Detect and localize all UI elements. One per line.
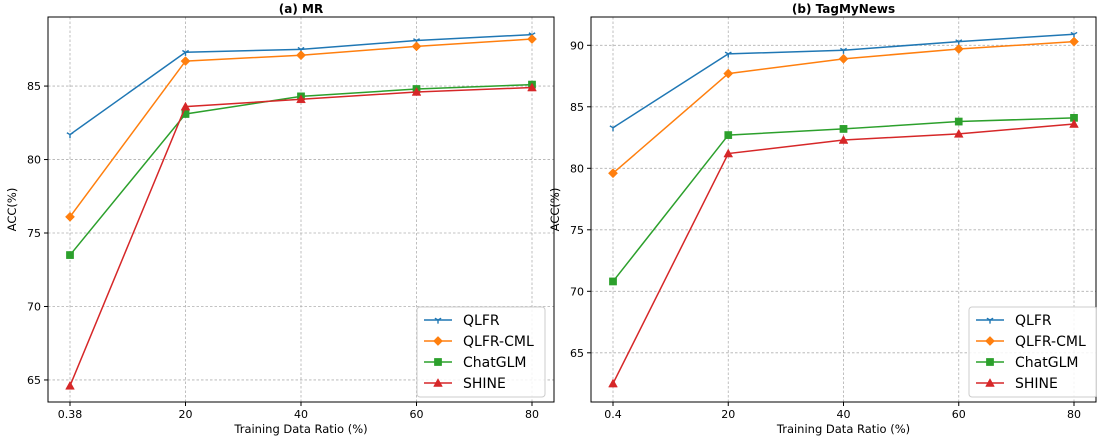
y-tick-label: 75 — [570, 224, 584, 237]
data-point — [724, 51, 732, 58]
x-tick-label: 20 — [721, 408, 735, 421]
data-point — [953, 44, 964, 54]
y-tick-label: 85 — [570, 101, 584, 114]
y-tick-label: 75 — [27, 227, 41, 240]
legend-box — [416, 306, 546, 398]
data-point — [840, 47, 847, 54]
legend-entry: ChatGLM — [976, 355, 1078, 371]
legend-label: SHINE — [463, 376, 506, 392]
legend-entry: SHINE — [424, 376, 506, 392]
x-tick-label: 0.38 — [58, 408, 83, 421]
data-point — [1069, 119, 1079, 128]
x-tick-label: 80 — [525, 408, 539, 421]
x-axis-label: Training Data Ratio (%) — [233, 422, 367, 436]
data-point — [838, 135, 849, 144]
legend-marker — [434, 358, 442, 366]
y-tick-label: 90 — [570, 39, 584, 52]
data-point — [296, 94, 306, 104]
y-axis-label: ACC(%) — [5, 188, 19, 232]
data-point — [609, 277, 617, 286]
series-qlfr-cml — [608, 36, 1079, 179]
y-tick-label: 65 — [27, 374, 41, 387]
data-point — [527, 34, 537, 44]
chart-title: (b) TagMyNews — [792, 2, 895, 16]
series-qlfr-cml — [65, 34, 537, 222]
gridlines — [591, 17, 1096, 402]
data-point — [954, 117, 963, 126]
data-point — [838, 53, 849, 64]
legend-marker — [433, 336, 443, 346]
y-tick-label: 70 — [27, 300, 41, 313]
legend-marker — [434, 317, 442, 324]
y-tick-label: 65 — [570, 347, 584, 360]
data-point — [65, 211, 75, 222]
data-point — [609, 125, 617, 132]
x-tick-label: 80 — [1067, 408, 1081, 421]
legend-entry: QLFR — [424, 313, 500, 329]
legend-label: ChatGLM — [463, 355, 526, 371]
legend-entry: ChatGLM — [424, 355, 526, 371]
data-point — [180, 101, 191, 111]
x-tick-label: 60 — [410, 408, 424, 421]
data-point — [66, 251, 74, 259]
data-point — [65, 380, 75, 390]
x-tick-label: 40 — [837, 408, 851, 421]
series-qlfr — [609, 31, 1078, 132]
legend-box — [968, 306, 1097, 398]
legend-label: ChatGLM — [1015, 355, 1078, 371]
legend-marker — [985, 336, 995, 346]
legend-marker — [986, 317, 994, 324]
legend-marker — [433, 378, 443, 387]
legend-label: QLFR — [463, 313, 500, 329]
series-qlfr — [66, 32, 536, 139]
legend-label: QLFR-CML — [1015, 334, 1086, 350]
data-point — [608, 168, 618, 179]
data-point — [411, 41, 422, 52]
data-point — [411, 87, 422, 96]
legend-label: QLFR — [1015, 313, 1052, 329]
chart-panel-1: 0.38 20 40 60 80 65 70 75 80 85 (a) MR Training Dat… — [5, 2, 555, 436]
x-tick-label: 40 — [294, 408, 308, 421]
series-chatglm — [609, 114, 1078, 286]
legend-entry: QLFR-CML — [976, 334, 1086, 350]
y-axis-label: ACC(%) — [548, 188, 562, 232]
y-tick-label: 80 — [570, 162, 584, 175]
x-axis-label: Training Data Ratio (%) — [776, 422, 910, 436]
chart-panel-2: 0.4 20 40 60 80 65 70 75 80 85 90 (b) TagMyNews Trai… — [548, 2, 1097, 436]
data-point — [608, 378, 618, 388]
data-point — [66, 132, 74, 139]
data-point — [723, 148, 734, 158]
legend-label: QLFR-CML — [463, 334, 534, 350]
series-shine — [65, 82, 537, 390]
data-point — [527, 82, 537, 92]
legend-entry: QLFR — [976, 313, 1052, 329]
x-tick-label: 20 — [179, 408, 193, 421]
legend: QLFR QLFR-CML ChatGLM SHINE — [416, 306, 546, 398]
data-point — [1069, 36, 1079, 47]
series-shine — [608, 119, 1079, 388]
legend-label: SHINE — [1015, 376, 1058, 392]
x-tick-label: 60 — [952, 408, 966, 421]
x-tick-label: 0.4 — [604, 408, 622, 421]
y-tick-label: 85 — [27, 80, 41, 93]
y-tick-label: 70 — [570, 285, 584, 298]
data-point — [953, 128, 964, 138]
legend: QLFR QLFR-CML ChatGLM SHINE — [968, 306, 1097, 398]
legend-marker — [986, 358, 994, 366]
data-point — [180, 56, 191, 67]
legend-entry: SHINE — [976, 376, 1058, 392]
data-point — [724, 131, 733, 139]
chart-title: (a) MR — [279, 2, 323, 16]
legend-entry: QLFR-CML — [424, 334, 534, 350]
y-tick-label: 80 — [27, 154, 41, 167]
data-point — [723, 68, 734, 79]
legend-marker — [985, 378, 995, 387]
data-point — [839, 125, 848, 133]
data-point — [296, 50, 306, 61]
data-point — [182, 49, 189, 56]
